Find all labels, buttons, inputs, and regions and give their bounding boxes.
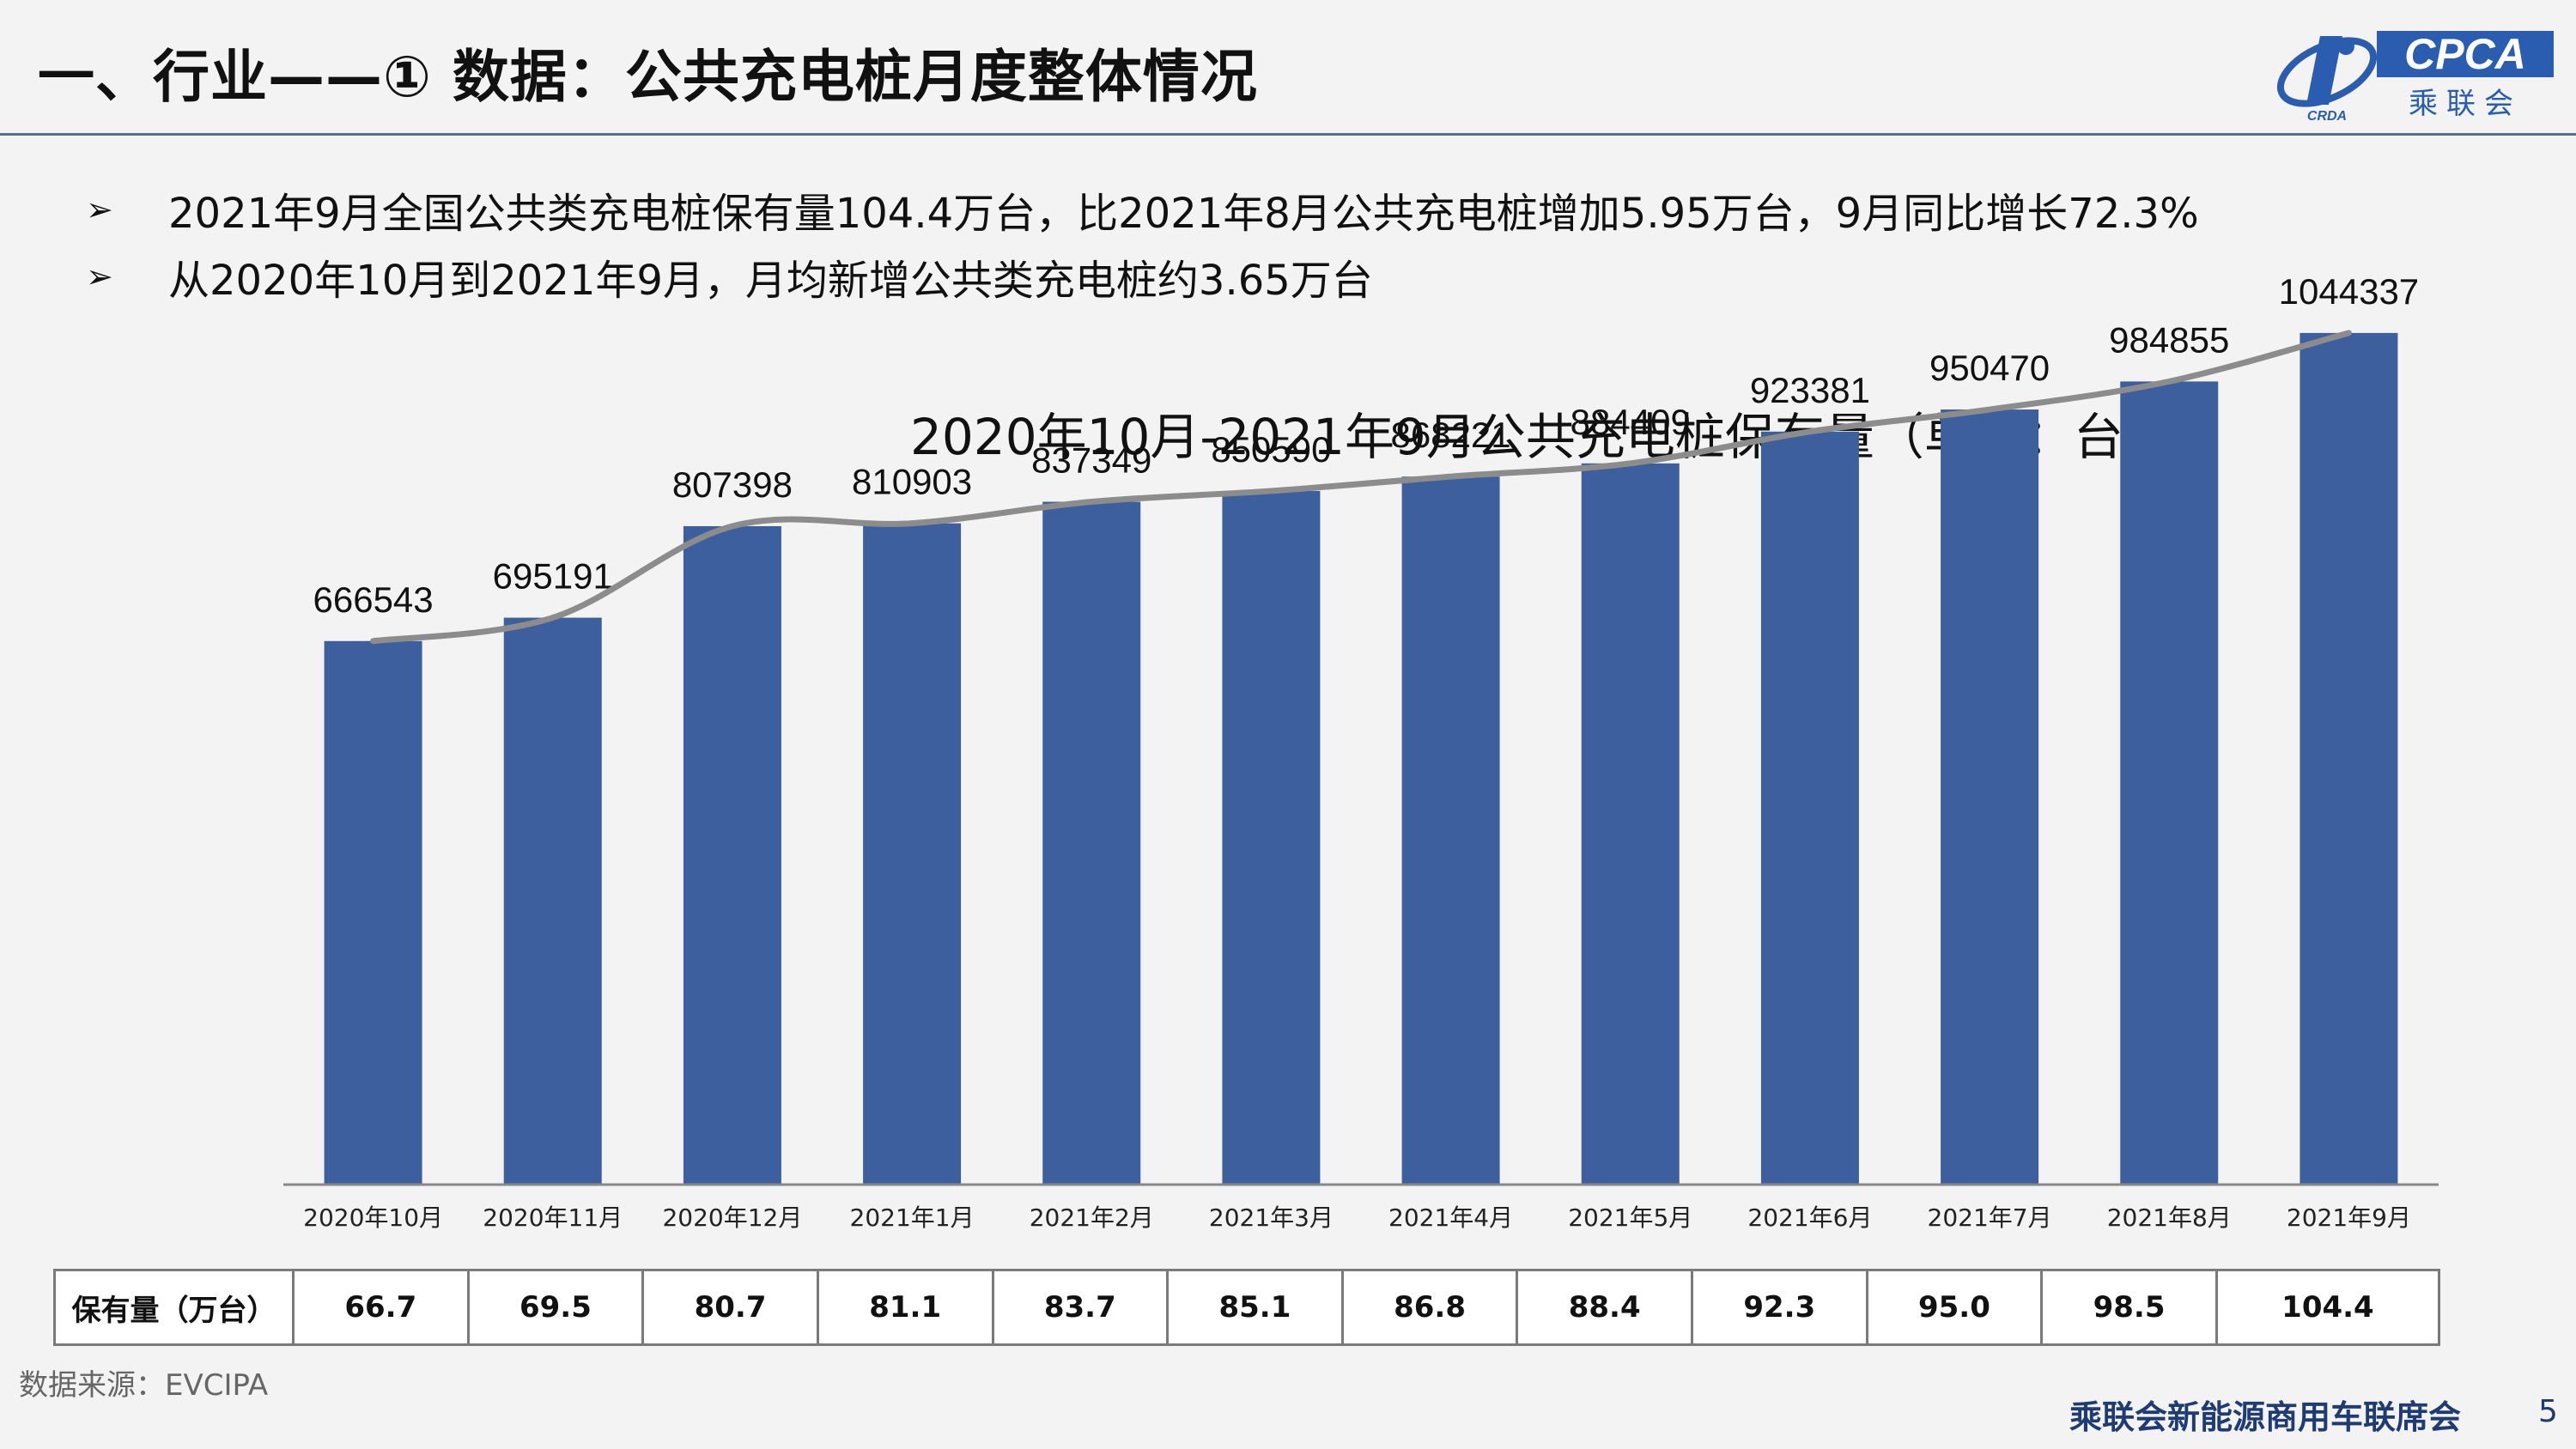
logo-small-text: CRDA xyxy=(2307,109,2347,122)
bar-2021年7月 xyxy=(1941,409,2039,1185)
data-label: 666543 xyxy=(313,579,434,620)
data-table: 保有量（万台） 66.7 69.5 80.7 81.1 83.7 85.1 86… xyxy=(53,1269,2441,1346)
logo-text: CPCA xyxy=(2404,30,2526,78)
data-label: 807398 xyxy=(672,464,793,505)
bar-2021年8月 xyxy=(2120,381,2219,1185)
data-label: 810903 xyxy=(852,462,972,502)
cpca-emblem-icon xyxy=(2276,36,2378,107)
bullet-text: 2021年9月全国公共类充电桩保有量104.4万台，比2021年8月公共充电桩增… xyxy=(168,190,2199,238)
table-cell: 98.5 xyxy=(2040,1269,2218,1346)
data-label: 868221 xyxy=(1391,415,1511,455)
table-cell: 95.0 xyxy=(1865,1269,2044,1346)
bar-2021年9月 xyxy=(2300,332,2398,1185)
x-tick-label: 2021年7月 xyxy=(1928,1203,2052,1232)
table-cell: 83.7 xyxy=(991,1269,1170,1346)
logo-subtext: 乘联会 xyxy=(2409,87,2522,121)
x-tick-label: 2021年9月 xyxy=(2287,1203,2411,1232)
table-cell: 80.7 xyxy=(641,1269,819,1346)
table-header-cell: 保有量（万台） xyxy=(53,1269,295,1346)
arrow-bullet-icon: ➢ xyxy=(86,258,113,295)
table-cell: 81.1 xyxy=(816,1269,994,1346)
bar-2021年1月 xyxy=(863,523,962,1185)
table-cell: 92.3 xyxy=(1691,1269,1868,1346)
bar-2020年11月 xyxy=(503,617,602,1185)
bar-2020年12月 xyxy=(683,525,781,1185)
x-tick-label: 2021年3月 xyxy=(1209,1203,1334,1232)
bar-2021年4月 xyxy=(1401,476,1500,1185)
x-tick-label: 2020年12月 xyxy=(662,1203,802,1232)
title-divider xyxy=(0,133,2576,136)
trend-line xyxy=(370,330,2352,645)
x-tick-label: 2021年4月 xyxy=(1388,1203,1513,1232)
x-tick-label: 2021年8月 xyxy=(2107,1203,2232,1232)
table-row: 保有量（万台） 66.7 69.5 80.7 81.1 83.7 85.1 86… xyxy=(53,1269,2441,1346)
data-label: 923381 xyxy=(1750,370,1870,410)
x-tick-label: 2021年5月 xyxy=(1568,1203,1692,1232)
bar-2020年10月 xyxy=(324,640,422,1185)
x-tick-label: 2020年10月 xyxy=(303,1203,443,1232)
data-label: 884409 xyxy=(1571,402,1691,442)
table-cell: 104.4 xyxy=(2215,1269,2441,1346)
table-cell: 85.1 xyxy=(1166,1269,1344,1346)
summary-bullets: ➢ 2021年9月全国公共类充电桩保有量104.4万台，比2021年8月公共充电… xyxy=(86,176,2199,310)
bar-2021年5月 xyxy=(1581,463,1680,1185)
arrow-bullet-icon: ➢ xyxy=(86,191,113,228)
table-cell: 86.8 xyxy=(1340,1269,1519,1346)
x-tick-label: 2021年6月 xyxy=(1747,1203,1872,1232)
bar-2021年6月 xyxy=(1760,431,1859,1185)
data-label: 850590 xyxy=(1211,429,1331,470)
cpca-logo: CPCA 乘联会 CRDA xyxy=(2276,30,2554,122)
data-source: 数据来源：EVCIPA xyxy=(19,1368,269,1403)
data-label: 837349 xyxy=(1031,440,1151,481)
bar-2021年2月 xyxy=(1042,501,1141,1185)
page-title: 一、行业——① 数据：公共充电桩月度整体情况 xyxy=(38,44,1258,110)
x-tick-label: 2020年11月 xyxy=(483,1203,623,1232)
bullet-text: 从2020年10月到2021年9月，月均新增公共类充电桩约3.65万台 xyxy=(168,257,1373,305)
table-cell: 69.5 xyxy=(466,1269,645,1346)
table-cell: 66.7 xyxy=(292,1269,470,1346)
footer-organization: 乘联会新能源商用车联席会 xyxy=(2069,1398,2462,1436)
x-tick-label: 2021年2月 xyxy=(1030,1203,1154,1232)
data-label: 950470 xyxy=(1929,348,2050,388)
data-label: 984855 xyxy=(2109,319,2229,360)
table-cell: 88.4 xyxy=(1516,1269,1693,1346)
bullet-item: ➢ 2021年9月全国公共类充电桩保有量104.4万台，比2021年8月公共充电… xyxy=(86,176,2199,243)
x-tick-label: 2021年1月 xyxy=(850,1203,975,1232)
bullet-item: ➢ 从2020年10月到2021年9月，月均新增公共类充电桩约3.65万台 xyxy=(86,243,2199,310)
bar-2021年3月 xyxy=(1222,490,1321,1185)
page-number: 5 xyxy=(2538,1394,2558,1429)
data-label: 1044337 xyxy=(2279,271,2420,312)
data-label: 695191 xyxy=(493,556,613,597)
